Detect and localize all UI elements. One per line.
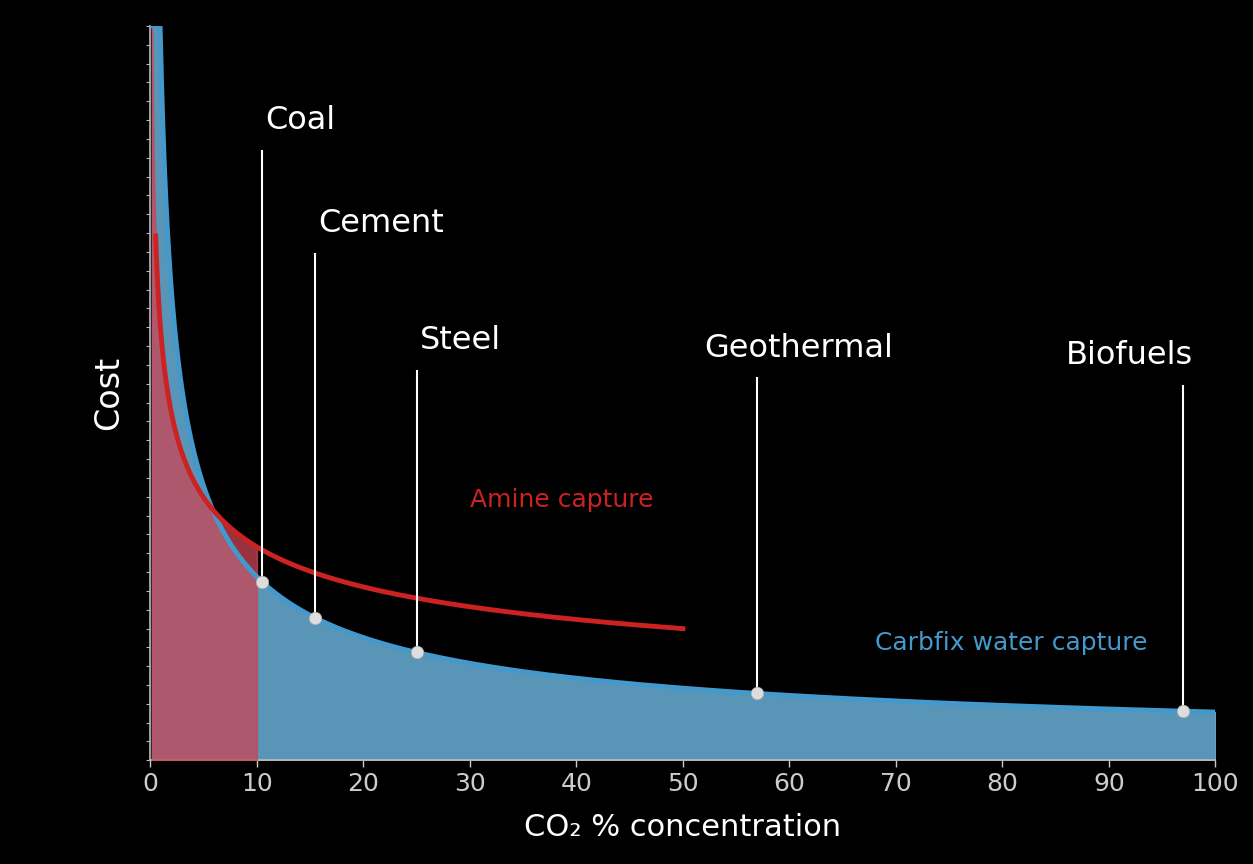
Y-axis label: Cost: Cost (91, 356, 125, 430)
Text: Coal: Coal (266, 105, 336, 137)
Text: Amine capture: Amine capture (470, 487, 653, 511)
Text: Carbfix water capture: Carbfix water capture (875, 631, 1146, 655)
X-axis label: CO₂ % concentration: CO₂ % concentration (524, 813, 842, 842)
Text: Biofuels: Biofuels (1066, 340, 1194, 372)
Text: Cement: Cement (318, 208, 445, 239)
Text: Geothermal: Geothermal (704, 333, 893, 364)
Text: Steel: Steel (420, 326, 501, 357)
